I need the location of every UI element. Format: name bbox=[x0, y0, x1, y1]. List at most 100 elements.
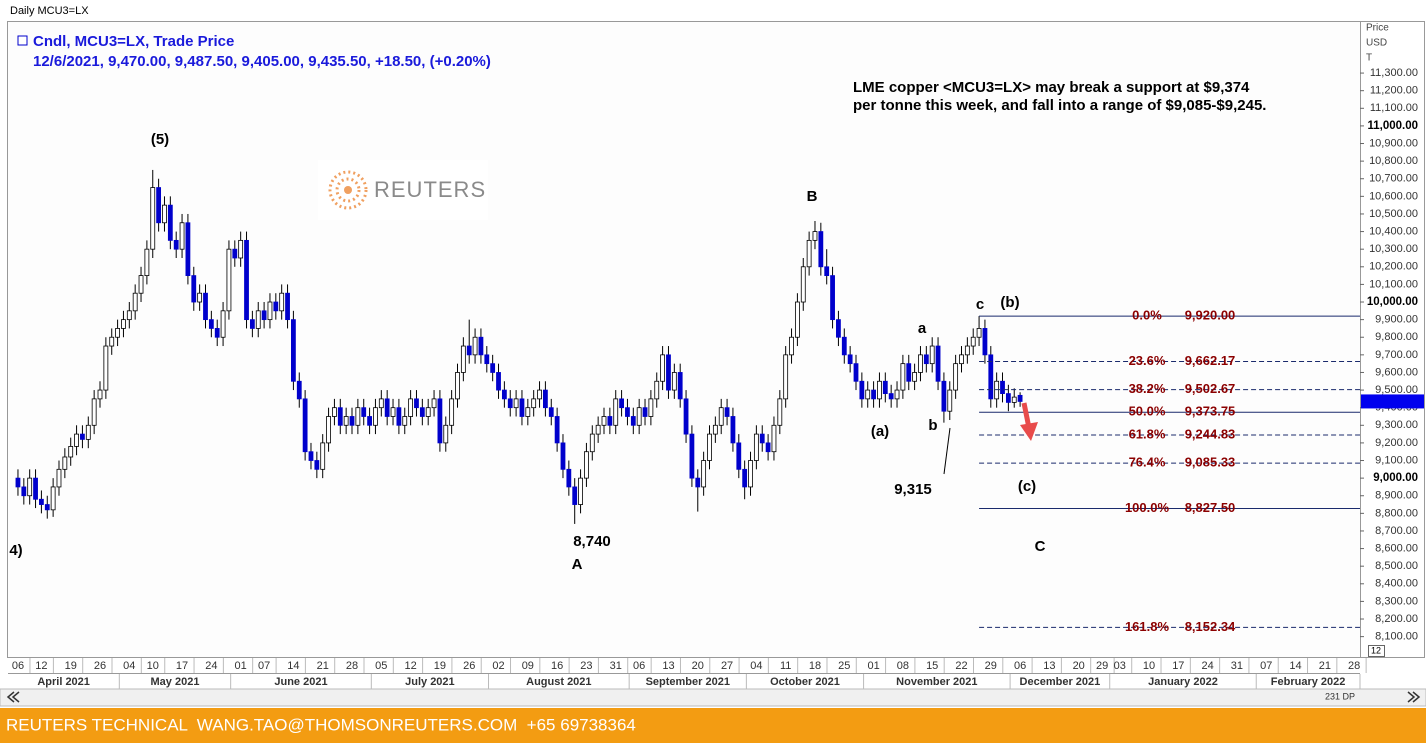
x-tick-label: 31 bbox=[610, 660, 622, 672]
status-box[interactable] bbox=[1368, 645, 1385, 657]
candle-body bbox=[126, 310, 132, 321]
candle-body bbox=[671, 372, 677, 391]
scrollbar[interactable] bbox=[0, 688, 1426, 707]
x-tick-label: 06 bbox=[633, 660, 645, 672]
candle-body bbox=[759, 433, 765, 444]
candle-body bbox=[173, 239, 179, 250]
candle-body bbox=[373, 407, 378, 426]
candle-body bbox=[584, 451, 589, 479]
candle-body bbox=[320, 442, 326, 470]
candle-body bbox=[982, 328, 988, 356]
logo-text: REUTERS bbox=[374, 177, 486, 202]
x-tick-label: 07 bbox=[258, 660, 270, 672]
price-label: 8,740 bbox=[573, 533, 611, 550]
x-tick-label: 14 bbox=[287, 660, 299, 672]
candle-body bbox=[707, 433, 712, 461]
y-tick-label: 9,900.00 bbox=[1375, 314, 1418, 326]
candle-body bbox=[85, 424, 91, 440]
y-tick-label: 10,000.00 bbox=[1367, 296, 1418, 308]
candle-body bbox=[419, 407, 425, 417]
candle-body bbox=[121, 319, 126, 329]
candle-body bbox=[648, 398, 654, 417]
candle-body bbox=[232, 248, 238, 259]
candle-body bbox=[156, 187, 162, 224]
y-tick-label: 8,900.00 bbox=[1375, 490, 1418, 502]
candle-body bbox=[460, 345, 466, 373]
scroll-left[interactable] bbox=[6, 691, 20, 703]
candle-body bbox=[560, 442, 566, 470]
x-tick-label: 12 bbox=[35, 660, 47, 672]
fib-percent: 61.8% bbox=[1129, 426, 1166, 441]
candle-body bbox=[607, 416, 613, 426]
y-tick-label: 9,300.00 bbox=[1375, 419, 1418, 431]
note: per tonne this week, and fall into a ran… bbox=[853, 97, 1266, 114]
candle-body bbox=[877, 380, 882, 400]
wave-label: c bbox=[976, 296, 984, 313]
y-tick-label: 8,500.00 bbox=[1375, 560, 1418, 572]
candle-body bbox=[150, 187, 156, 250]
candle-body bbox=[302, 398, 308, 453]
candle-body bbox=[789, 336, 794, 356]
axis-title: Price bbox=[1366, 23, 1389, 34]
x-tick-label: 14 bbox=[1289, 660, 1301, 672]
fib-percent: 161.8% bbox=[1125, 619, 1170, 634]
candle-body bbox=[888, 393, 894, 400]
y-tick-label: 8,100.00 bbox=[1375, 631, 1418, 643]
fib-percent: 23.6% bbox=[1129, 353, 1166, 368]
fib-value: 9,920.00 bbox=[1185, 308, 1236, 323]
x-tick-label: 25 bbox=[838, 660, 850, 672]
candle-body bbox=[865, 389, 871, 400]
x-tick-label: 12 bbox=[404, 660, 416, 672]
marks: 8,100.00 8,200.00 8,300.00 8,400.00 8,500.00… bbox=[12, 67, 1424, 689]
scroll-right[interactable] bbox=[1407, 691, 1421, 703]
axis-title: USD bbox=[1366, 38, 1387, 49]
fib-value: 9,085.33 bbox=[1185, 455, 1236, 470]
candle-body bbox=[900, 363, 906, 391]
x-tick-label: 21 bbox=[317, 660, 329, 672]
x-tick-label: 22 bbox=[955, 660, 967, 672]
y-tick-label: 9,600.00 bbox=[1375, 366, 1418, 378]
month-label: October 2021 bbox=[770, 676, 840, 688]
y-tick-label: 10,900.00 bbox=[1369, 137, 1418, 149]
logo: REUTERS bbox=[318, 160, 488, 220]
x-tick-label: 16 bbox=[551, 660, 563, 672]
month-label: May 2021 bbox=[151, 676, 200, 688]
candle-body bbox=[355, 407, 361, 426]
candle-body bbox=[1000, 380, 1005, 394]
candle-body bbox=[214, 328, 220, 338]
candle-body bbox=[683, 398, 689, 435]
candle-body bbox=[636, 407, 642, 426]
y-tick-label: 11,000.00 bbox=[1367, 120, 1418, 132]
candle-body bbox=[859, 380, 865, 400]
candle-body bbox=[601, 416, 607, 426]
wave-label: B bbox=[807, 188, 818, 205]
candle-body bbox=[777, 398, 783, 426]
candle-body bbox=[279, 292, 285, 312]
candle-body bbox=[402, 416, 408, 426]
x-tick-label: 24 bbox=[1202, 660, 1214, 672]
candle-body bbox=[326, 416, 331, 444]
candle-body bbox=[666, 354, 671, 391]
month-label: April 2021 bbox=[37, 676, 90, 688]
status-text[interactable]: 12 bbox=[1371, 645, 1381, 655]
candle-body bbox=[830, 275, 835, 321]
fib-percent: 50.0% bbox=[1129, 404, 1166, 419]
y-tick-label: 8,300.00 bbox=[1375, 595, 1418, 607]
candle-body bbox=[484, 354, 490, 365]
fib-value: 9,373.75 bbox=[1185, 404, 1236, 419]
candle-body bbox=[431, 398, 437, 409]
x-tick-label: 28 bbox=[1348, 660, 1360, 672]
month-label: August 2021 bbox=[526, 676, 591, 688]
candle-body bbox=[794, 301, 800, 338]
candle-body bbox=[425, 407, 431, 417]
wave-label: A bbox=[572, 556, 583, 573]
x-tick-label: 17 bbox=[176, 660, 188, 672]
candle-body bbox=[595, 424, 601, 435]
candle-body bbox=[197, 292, 203, 303]
candle-body bbox=[537, 389, 542, 400]
candle-body bbox=[449, 398, 455, 426]
candle-body bbox=[249, 319, 255, 329]
candle-body bbox=[308, 451, 314, 461]
candle-body bbox=[466, 345, 472, 356]
candle-body bbox=[923, 354, 929, 365]
